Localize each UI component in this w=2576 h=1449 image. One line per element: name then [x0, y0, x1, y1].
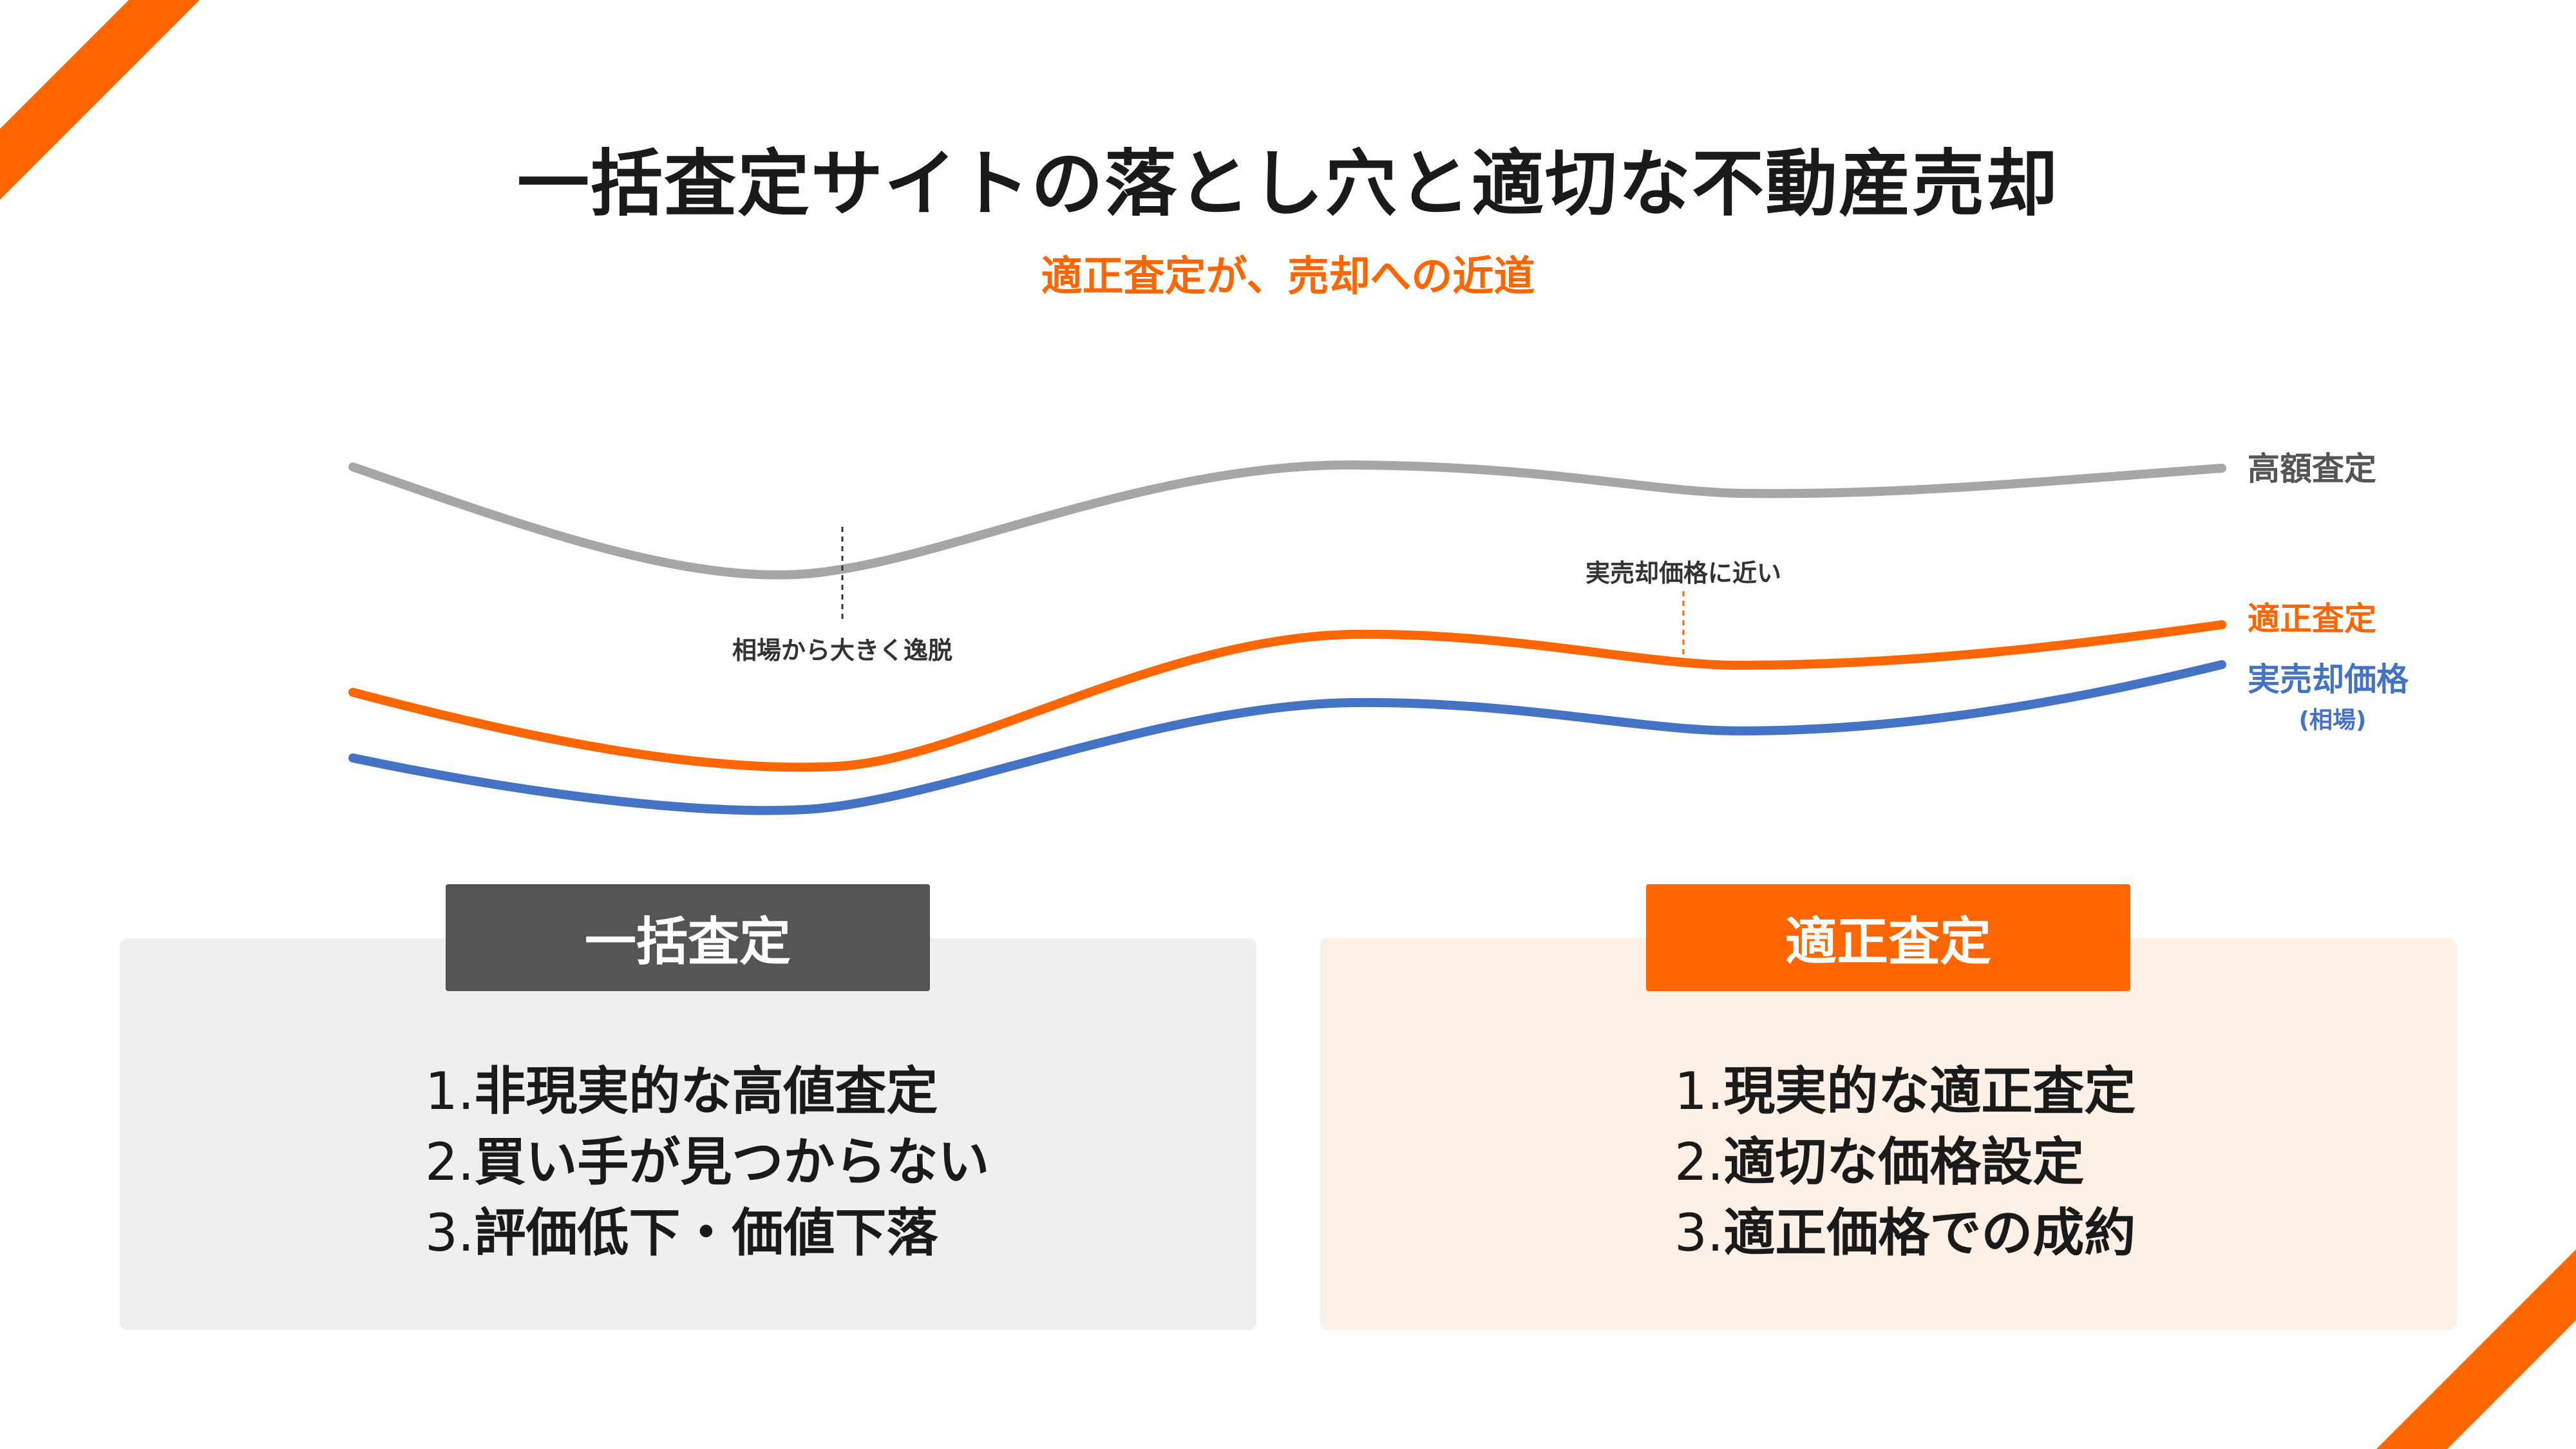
list-item: 2.買い手が見つからない: [425, 1132, 990, 1192]
list-item: 1.現実的な適正査定: [1674, 1061, 2136, 1121]
bulk-valuation-tab: 一括査定: [446, 884, 930, 991]
list-item: 3.評価低下・価値下落: [425, 1203, 938, 1263]
page-title: 一括査定サイトの落とし穴と適切な不動産売却: [517, 142, 2059, 226]
label-actual-price: 実売却価格: [2248, 661, 2409, 698]
proper-valuation-curve: [348, 620, 2226, 772]
annotation-deviation: 相場から大きく逸脱: [732, 636, 952, 665]
label-high-valuation: 高額査定: [2248, 450, 2376, 488]
corner-accent-top-left: [0, 0, 200, 200]
actual-price-curve: [348, 660, 2226, 815]
bulk-valuation-panel: [120, 938, 1256, 1330]
label-proper-valuation: 適正査定: [2248, 600, 2376, 638]
corner-accent-bottom-right: [2376, 1249, 2576, 1449]
list-item: 1.非現実的な高値査定: [425, 1061, 938, 1121]
proper-valuation-list: 1.現実的な適正査定 2.適切な価格設定 3.適正価格での成約: [1674, 1056, 2136, 1269]
valuation-diagram: 相場から大きく逸脱 実売却価格に近い 高額査定 適正査定 実売却価格 (相場): [348, 450, 2409, 815]
page-subtitle: 適正査定が、売却への近道: [1041, 253, 1535, 301]
proper-valuation-tab: 適正査定: [1646, 884, 2130, 991]
bulk-valuation-list: 1.非現実的な高値査定 2.買い手が見つからない 3.評価低下・価値下落: [425, 1056, 989, 1269]
high-valuation-curve: [348, 460, 2226, 580]
list-item: 3.適正価格での成約: [1674, 1203, 2136, 1263]
label-actual-price-note: (相場): [2299, 707, 2367, 734]
list-item: 2.適切な価格設定: [1674, 1132, 2085, 1192]
annotation-near-actual: 実売却価格に近い: [1586, 559, 1781, 587]
proper-valuation-panel: [1320, 938, 2457, 1330]
